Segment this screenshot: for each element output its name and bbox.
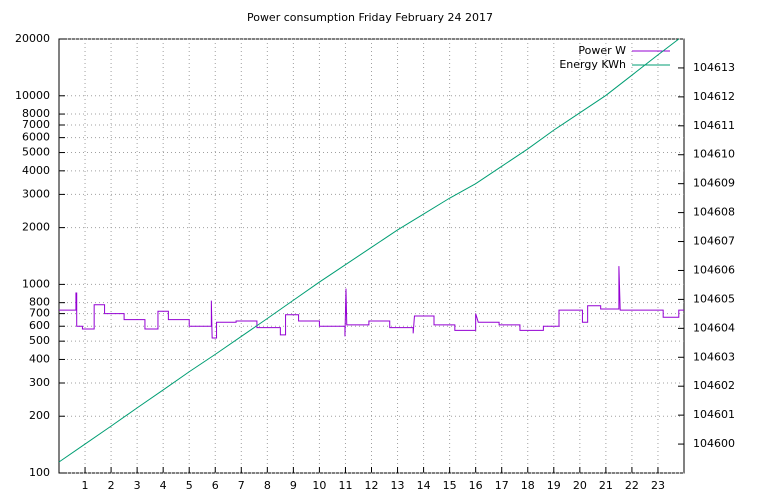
y-tick-label: 1000 [22,277,50,290]
y-tick-label: 300 [29,376,50,389]
series-line [59,266,684,339]
y-tick-label: 4000 [22,164,50,177]
x-tick-label: 21 [599,479,613,492]
x-tick-label: 12 [365,479,379,492]
y-tick-label: 600 [29,319,50,332]
chart-title: Power consumption Friday February 24 201… [247,11,493,24]
x-tick-label: 19 [547,479,561,492]
x-tick-label: 6 [212,479,219,492]
x-tick-label: 4 [160,479,167,492]
y-tick-label: 3000 [22,187,50,200]
x-tick-label: 11 [338,479,352,492]
x-tick-label: 15 [443,479,457,492]
x-tick-label: 8 [264,479,271,492]
y2-tick-label: 104610 [693,148,735,161]
y-tick-label: 100 [29,466,50,479]
y-tick-label: 10000 [15,89,50,102]
y2-tick-label: 104612 [693,90,735,103]
y2-tick-label: 104601 [693,408,735,421]
y2-tick-label: 104604 [693,321,735,334]
x-tick-label: 22 [625,479,639,492]
y-tick-label: 20000 [15,32,50,45]
x-tick-label: 7 [238,479,245,492]
x-tick-label: 2 [108,479,115,492]
y2-tick-label: 104611 [693,119,735,132]
y-tick-label: 6000 [22,131,50,144]
y-tick-label: 800 [29,296,50,309]
y2-tick-label: 104600 [693,437,735,450]
y2-tick-label: 104607 [693,235,735,248]
x-tick-label: 13 [391,479,405,492]
x-tick-label: 18 [521,479,535,492]
y2-tick-label: 104602 [693,379,735,392]
x-tick-label: 1 [82,479,89,492]
y2-tick-label: 104609 [693,177,735,190]
x-tick-label: 5 [186,479,193,492]
y-tick-label: 7000 [22,118,50,131]
y-tick-label: 500 [29,334,50,347]
x-tick-label: 14 [417,479,431,492]
legend-label: Power W [578,44,626,57]
y-tick-label: 400 [29,352,50,365]
legend-label: Energy KWh [559,58,626,71]
x-tick-label: 10 [312,479,326,492]
y-tick-label: 700 [29,307,50,320]
y2-tick-label: 104605 [693,292,735,305]
y2-tick-label: 104608 [693,206,735,219]
y-tick-label: 200 [29,409,50,422]
x-tick-label: 17 [495,479,509,492]
x-tick-label: 3 [134,479,141,492]
y-tick-label: 8000 [22,107,50,120]
y-tick-label: 2000 [22,221,50,234]
y2-tick-label: 104603 [693,350,735,363]
series-line [58,38,680,463]
y2-tick-label: 104613 [693,61,735,74]
x-tick-label: 9 [290,479,297,492]
y-tick-label: 5000 [22,146,50,159]
x-tick-label: 16 [469,479,483,492]
x-tick-label: 20 [573,479,587,492]
y2-tick-label: 104606 [693,263,735,276]
x-tick-label: 23 [651,479,665,492]
